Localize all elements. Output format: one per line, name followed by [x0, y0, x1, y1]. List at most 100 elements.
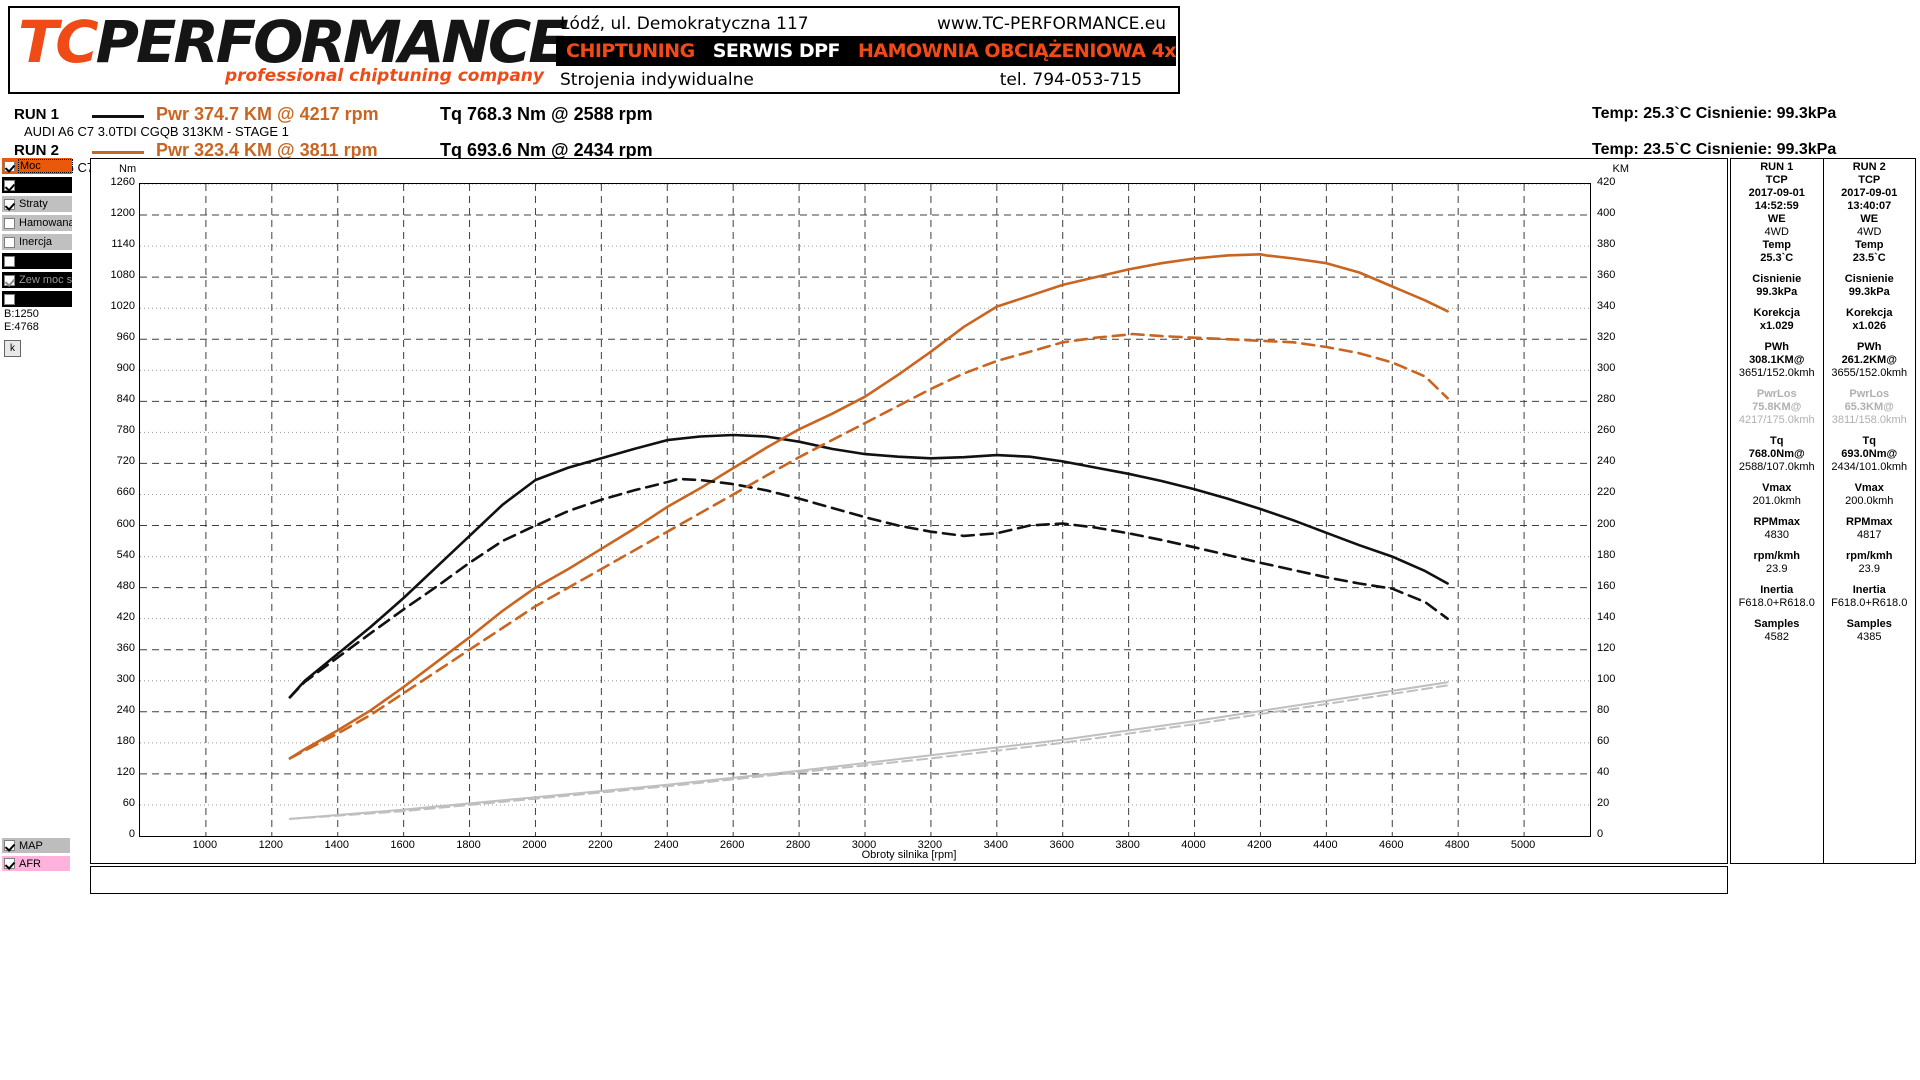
data-date: 2017-09-01: [1748, 187, 1805, 199]
data-pwrlos-v1: 65.3KM@: [1844, 401, 1894, 413]
layer-toggle-unnamed-5[interactable]: [2, 253, 72, 269]
layer-toggle-sidebar[interactable]: Moc Straty Hamowana Inercja Zew moc str: [2, 158, 88, 858]
checkbox-icon[interactable]: [4, 236, 15, 248]
y-tick-right: 100: [1597, 672, 1616, 685]
x-tick: 1200: [258, 839, 284, 851]
data-pwrlos-v1: 75.8KM@: [1752, 401, 1802, 413]
layer-toggle-zew-moc-str[interactable]: Zew moc str: [2, 272, 72, 288]
checkbox-icon[interactable]: [4, 840, 15, 851]
y-tick-left: 300: [116, 672, 135, 685]
data-run: RUN 2: [1852, 161, 1886, 173]
logo-tagline: professional chiptuning company: [224, 66, 544, 86]
data-group: Samples 4582: [1731, 618, 1823, 644]
data-pwh-label: PWh: [1764, 341, 1789, 353]
checkbox-icon[interactable]: [4, 160, 15, 172]
x-tick: 2600: [719, 839, 745, 851]
begin-rpm: B:1250: [4, 308, 39, 320]
layer-toggle-unnamed-1[interactable]: [2, 177, 72, 193]
run2-label: RUN 2: [14, 142, 60, 159]
y-tick-right: 120: [1597, 641, 1616, 654]
data-pwrlos-v2: 3811/158.0kmh: [1831, 414, 1907, 426]
checkbox-icon[interactable]: [4, 293, 15, 305]
channel-toggle-afr[interactable]: AFR: [2, 856, 70, 871]
y-tick-right: 0: [1597, 828, 1604, 840]
y-tick-left: 840: [116, 393, 135, 406]
x-tick: 4000: [1181, 839, 1206, 851]
data-group: rpm/kmh 23.9: [1824, 550, 1916, 576]
checkbox-icon[interactable]: [4, 179, 15, 191]
logo-wordmark: TCPERFORMANCE: [18, 13, 569, 71]
data-group: Samples 4385: [1824, 618, 1916, 644]
y-tick-left: 180: [116, 734, 135, 747]
layer-toggle-hamowana[interactable]: Hamowana: [2, 215, 72, 231]
y-tick-left: 720: [116, 455, 135, 468]
run2-power: Pwr 323.4 KM @ 3811 rpm: [156, 140, 378, 160]
data-run: RUN 1: [1760, 161, 1794, 173]
x-tick: 1400: [324, 839, 349, 851]
service-chiptuning: CHIPTUNING: [566, 40, 695, 62]
spacer: [1824, 576, 1916, 584]
spacer: [1824, 610, 1916, 618]
footer-strip: [90, 866, 1728, 894]
y-tick-right: 240: [1597, 455, 1616, 468]
data-pwh-v1: 308.1KM@: [1749, 354, 1805, 366]
x-tick: 1600: [390, 839, 415, 851]
data-rpmkmh-label: rpm/kmh: [1753, 550, 1800, 562]
y-tick-left: 420: [116, 610, 135, 623]
layer-toggle-label: Inercja: [19, 236, 53, 248]
data-time: 14:52:59: [1754, 200, 1799, 212]
data-korekcja-label: Korekcja: [1753, 307, 1800, 319]
y-tick-left: 240: [116, 703, 135, 716]
data-samples-value: 4582: [1764, 631, 1789, 643]
company-tagline: Strojenia indywidualne: [560, 70, 754, 90]
data-temp-value: 25.3`C: [1760, 252, 1794, 264]
data-inertia-value: F618.0+R618.0: [1738, 597, 1815, 609]
data-group: Korekcja x1.026: [1824, 307, 1916, 333]
data-pwrlos-v2: 4217/175.0kmh: [1738, 414, 1815, 426]
spacer: [1731, 380, 1823, 388]
data-we-value: 4WD: [1857, 226, 1882, 238]
y-tick-left: 1260: [110, 176, 135, 188]
checkbox-icon[interactable]: [4, 198, 15, 210]
data-press-label: Cisnienie: [1752, 273, 1802, 285]
x-tick: 3600: [1049, 839, 1074, 851]
end-rpm: E:4768: [4, 321, 39, 333]
data-rpmkmh-value: 23.9: [1858, 563, 1880, 575]
y-tick-right: 360: [1597, 269, 1616, 282]
data-samples-label: Samples: [1754, 618, 1800, 630]
service-hamownia: HAMOWNIA OBCIĄŻENIOWA 4x4: [858, 40, 1176, 62]
checkbox-icon[interactable]: [4, 274, 15, 286]
bottom-toggle-group[interactable]: MAP AFR: [2, 838, 88, 874]
layer-toggle-unnamed-7[interactable]: [2, 291, 72, 307]
plot-area[interactable]: [139, 183, 1591, 837]
layer-toggle-straty[interactable]: Straty: [2, 196, 72, 212]
data-samples-value: 4385: [1857, 631, 1882, 643]
x-tick: 3800: [1115, 839, 1140, 851]
spacer: [1731, 333, 1823, 341]
layer-toggle-inercja[interactable]: Inercja: [2, 234, 72, 250]
dyno-chart: Nm KM 0 60 120 180 240 300 360 420 480 540 600 660 7…: [90, 158, 1728, 864]
data-rpmmax-value: 4830: [1764, 529, 1789, 541]
spacer: [1731, 265, 1823, 273]
checkbox-icon[interactable]: [4, 255, 15, 267]
data-group: RUN 2: [1824, 161, 1916, 174]
k-button[interactable]: k: [4, 340, 21, 357]
run2-conditions: Temp: 23.5`C Cisnienie: 99.3kPa: [1592, 141, 1837, 158]
spacer: [1824, 474, 1916, 482]
layer-toggle-label: Moc: [18, 159, 73, 173]
data-group: RPMmax 4830: [1731, 516, 1823, 542]
checkbox-icon[interactable]: [4, 217, 15, 229]
y-tick-left: 120: [116, 765, 135, 778]
layer-toggle-moc[interactable]: Moc: [2, 158, 73, 174]
y-tick-left: 0: [128, 828, 135, 840]
y-tick-left: 1080: [110, 269, 135, 282]
data-group: Tq 693.0Nm@ 2434/101.0kmh: [1824, 435, 1916, 474]
y-tick-right: 160: [1597, 579, 1616, 592]
data-tq-v1: 768.0Nm@: [1748, 448, 1805, 460]
y-tick-right: 80: [1597, 703, 1610, 716]
checkbox-icon[interactable]: [4, 858, 15, 869]
channel-toggle-map[interactable]: MAP: [2, 838, 70, 853]
spacer: [1731, 610, 1823, 618]
y-tick-left: 900: [116, 362, 135, 375]
data-group: Vmax 200.0kmh: [1824, 482, 1916, 508]
